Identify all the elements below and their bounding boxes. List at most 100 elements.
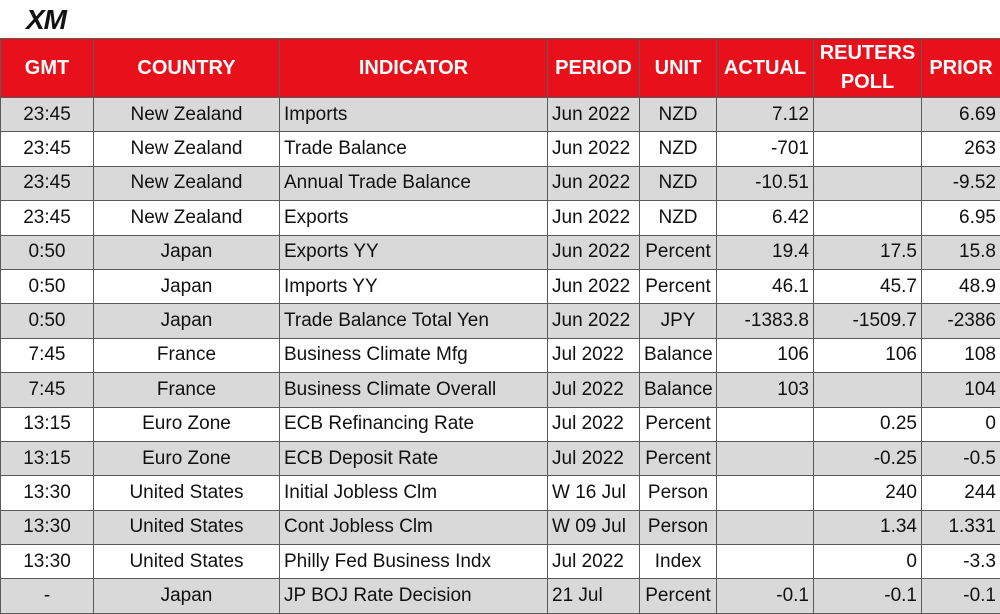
cell-reuters-poll: 0.25 — [814, 407, 922, 441]
cell-unit: Balance — [640, 338, 717, 372]
cell-unit: NZD — [640, 132, 717, 166]
cell-prior: -2386 — [922, 304, 1000, 338]
cell-unit: Percent — [640, 407, 717, 441]
cell-prior: -9.52 — [922, 166, 1000, 200]
cell-indicator: ECB Deposit Rate — [280, 441, 548, 475]
cell-gmt: 7:45 — [1, 338, 94, 372]
cell-actual: 103 — [717, 373, 814, 407]
cell-gmt: 23:45 — [1, 98, 94, 132]
cell-indicator: Exports — [280, 201, 548, 235]
cell-prior: 244 — [922, 476, 1000, 510]
cell-indicator: Imports YY — [280, 269, 548, 303]
cell-period: Jun 2022 — [548, 235, 640, 269]
table-header-row: GMT COUNTRY INDICATOR PERIOD UNIT ACTUAL… — [1, 39, 1000, 98]
cell-unit: Percent — [640, 269, 717, 303]
cell-gmt: 13:15 — [1, 441, 94, 475]
cell-actual — [717, 545, 814, 579]
cell-period: Jul 2022 — [548, 373, 640, 407]
cell-country: Japan — [94, 304, 280, 338]
cell-gmt: 23:45 — [1, 132, 94, 166]
cell-unit: Balance — [640, 373, 717, 407]
cell-indicator: Trade Balance — [280, 132, 548, 166]
cell-actual: 7.12 — [717, 98, 814, 132]
cell-actual: 19.4 — [717, 235, 814, 269]
cell-country: New Zealand — [94, 166, 280, 200]
cell-unit: Percent — [640, 579, 717, 613]
cell-reuters-poll — [814, 132, 922, 166]
xm-logo: XM — [26, 4, 66, 36]
cell-country: Japan — [94, 269, 280, 303]
header-period: PERIOD — [548, 39, 640, 98]
cell-actual — [717, 407, 814, 441]
cell-indicator: Exports YY — [280, 235, 548, 269]
cell-prior: 0 — [922, 407, 1000, 441]
cell-indicator: Initial Jobless Clm — [280, 476, 548, 510]
cell-actual — [717, 441, 814, 475]
header-actual: ACTUAL — [717, 39, 814, 98]
cell-actual: -1383.8 — [717, 304, 814, 338]
cell-gmt: 13:30 — [1, 545, 94, 579]
cell-reuters-poll — [814, 166, 922, 200]
cell-actual: 46.1 — [717, 269, 814, 303]
cell-gmt: 13:15 — [1, 407, 94, 441]
cell-prior: 108 — [922, 338, 1000, 372]
cell-actual: -0.1 — [717, 579, 814, 613]
cell-country: United States — [94, 476, 280, 510]
cell-period: Jun 2022 — [548, 166, 640, 200]
cell-actual: 6.42 — [717, 201, 814, 235]
cell-unit: Person — [640, 510, 717, 544]
cell-prior: -3.3 — [922, 545, 1000, 579]
cell-gmt: 23:45 — [1, 166, 94, 200]
cell-period: Jul 2022 — [548, 407, 640, 441]
cell-reuters-poll — [814, 373, 922, 407]
cell-prior: 6.95 — [922, 201, 1000, 235]
cell-actual: 106 — [717, 338, 814, 372]
cell-reuters-poll: 17.5 — [814, 235, 922, 269]
cell-gmt: 13:30 — [1, 510, 94, 544]
cell-unit: NZD — [640, 201, 717, 235]
cell-country: United States — [94, 510, 280, 544]
cell-indicator: ECB Refinancing Rate — [280, 407, 548, 441]
cell-period: W 09 Jul — [548, 510, 640, 544]
cell-prior: 6.69 — [922, 98, 1000, 132]
header-prior: PRIOR — [922, 39, 1000, 98]
cell-unit: JPY — [640, 304, 717, 338]
cell-prior: 104 — [922, 373, 1000, 407]
cell-period: 21 Jul — [548, 579, 640, 613]
cell-unit: Person — [640, 476, 717, 510]
cell-period: Jun 2022 — [548, 132, 640, 166]
cell-gmt: - — [1, 579, 94, 613]
cell-period: Jun 2022 — [548, 98, 640, 132]
cell-period: Jun 2022 — [548, 304, 640, 338]
cell-country: Euro Zone — [94, 441, 280, 475]
cell-indicator: Business Climate Mfg — [280, 338, 548, 372]
header-country: COUNTRY — [94, 39, 280, 98]
cell-actual: -10.51 — [717, 166, 814, 200]
cell-prior: 1.331 — [922, 510, 1000, 544]
cell-reuters-poll — [814, 98, 922, 132]
cell-indicator: Business Climate Overall — [280, 373, 548, 407]
cell-country: United States — [94, 545, 280, 579]
cell-prior: 15.8 — [922, 235, 1000, 269]
cell-reuters-poll: 240 — [814, 476, 922, 510]
cell-country: New Zealand — [94, 201, 280, 235]
cell-reuters-poll: -0.1 — [814, 579, 922, 613]
cell-period: Jun 2022 — [548, 201, 640, 235]
cell-prior: 48.9 — [922, 269, 1000, 303]
cell-indicator: Philly Fed Business Indx — [280, 545, 548, 579]
cell-prior: -0.1 — [922, 579, 1000, 613]
cell-reuters-poll: 45.7 — [814, 269, 922, 303]
header-reuters-poll: REUTERS POLL — [814, 39, 922, 98]
cell-indicator: Cont Jobless Clm — [280, 510, 548, 544]
cell-indicator: Trade Balance Total Yen — [280, 304, 548, 338]
cell-gmt: 23:45 — [1, 201, 94, 235]
cell-country: Euro Zone — [94, 407, 280, 441]
cell-actual: -701 — [717, 132, 814, 166]
